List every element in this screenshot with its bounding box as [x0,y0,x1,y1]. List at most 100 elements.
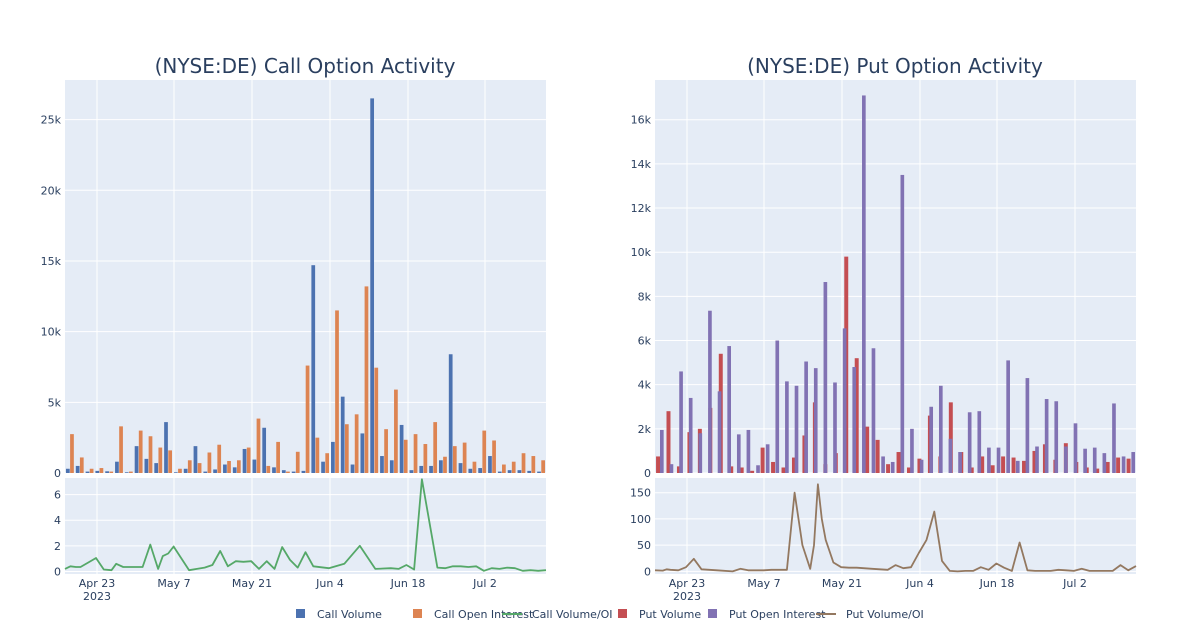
call-volume-bar [468,468,473,473]
put-ratio-plot-area [655,478,1136,574]
call-volume-bar [65,468,70,473]
put-volume-bar [729,466,734,473]
legend-item[interactable]: Put Open Interest [708,608,826,621]
call-open-interest-bar [413,434,418,473]
put-x-tick-label: 2023 [673,590,701,603]
call-volume-bar [380,456,384,473]
put-volume-bar [907,467,911,473]
call-volume-bar [370,98,375,474]
call-volume-bar [134,446,139,473]
legend-item[interactable]: Put Volume [618,608,701,621]
put-open-interest-bar [948,438,953,473]
call-open-interest-bar [286,471,290,473]
call-ratio-y-tick-label: 4 [54,514,61,527]
call-open-interest-bar [207,452,212,473]
call-volume-bar [478,468,482,473]
legend-item[interactable]: Call Volume/OI [502,608,613,621]
call-volume-bar [301,470,306,473]
put-open-interest-bar [862,95,866,474]
call-open-interest-bar [541,460,546,473]
call-volume-bar [272,467,276,473]
put-volume-bar [896,452,901,473]
put-y-tick-label: 16k [631,114,652,127]
put-open-interest-bar [1015,460,1020,473]
call-volume-bar [458,463,463,473]
call-volume-bar [242,448,247,473]
put-open-interest-bar [1054,401,1059,473]
put-volume-bar [865,426,870,473]
put-open-interest-bar [804,361,808,473]
call-x-tick-label: May 7 [157,577,190,590]
call-volume-bar [448,354,453,473]
put-open-interest-bar [1112,403,1116,473]
put-volume-bar [948,402,953,473]
call-open-interest-bar [227,460,231,473]
put-open-interest-bar [890,461,895,473]
put-open-interest-bar [1102,453,1107,473]
call-open-interest-bar [315,437,320,473]
put-x-tick-label: Jul 2 [1062,577,1087,590]
put-volume-bar [1095,468,1100,473]
put-open-interest-bar [679,371,683,473]
put-open-interest-bar [746,429,751,473]
put-volume-bar [1032,450,1037,473]
call-open-interest-bar [236,460,241,473]
call-volume-bar [252,459,257,473]
put-open-interest-bar [996,447,1001,473]
put-volume-oi-line [654,483,1137,573]
call-volume-bar [389,460,394,473]
call-open-interest-bar [119,426,123,473]
call-open-interest-bar [502,464,506,473]
call-open-interest-bar [266,465,271,473]
put-volume-bar [969,467,974,473]
put-open-interest-bar [1006,360,1010,473]
call-volume-bar [154,463,159,473]
put-x-tick-label: May 7 [747,577,780,590]
legend-item[interactable]: Call Open Interest [413,608,534,621]
put-open-interest-bar [736,434,741,473]
put-open-interest-bar [871,348,876,473]
put-x-tick-label: Jun 4 [905,577,934,590]
legend-label: Call Volume/OI [532,608,613,621]
legend-swatch [413,609,422,618]
call-volume-bar [281,470,286,473]
call-open-interest-bar [511,461,516,473]
call-volume-bar [429,465,433,473]
call-volume-bar [350,464,355,473]
call-open-interest-bar [374,367,379,473]
call-volume-bar [193,446,198,473]
legend-item[interactable]: Call Volume [296,608,382,621]
call-volume-bar [105,471,109,473]
legend-swatch [296,609,305,618]
call-volume-bar [360,433,365,473]
put-open-interest-bar [881,456,885,473]
put-open-interest-bar [1035,446,1039,473]
call-open-interest-bar [99,468,104,473]
put-open-interest-bar [823,282,828,473]
put-ratio-y-tick-label: 150 [630,487,651,500]
put-open-interest-bar [794,385,799,473]
put-open-interest-bar [910,428,914,473]
put-open-interest-bar [929,406,934,473]
put-volume-bar [1116,457,1121,473]
put-open-interest-bar [987,447,991,473]
put-open-interest-bar [852,367,857,473]
legend-label: Put Volume/OI [846,608,924,621]
put-volume-bar [771,461,776,473]
put-volume-bar [886,464,891,473]
call-x-tick-label: Jul 2 [472,577,497,590]
call-open-interest-bar [443,456,447,473]
put-chart-title: (NYSE:DE) Put Option Activity [747,54,1043,78]
call-open-interest-bar [521,453,526,473]
call-volume-bar [124,472,129,473]
legend-label: Call Volume [317,608,382,621]
call-ratio-plot-area [65,478,546,574]
call-ratio-y-tick-label: 2 [54,540,61,553]
call-volume-bar [409,470,414,473]
put-open-interest-bar [833,382,837,473]
legend-item[interactable]: Put Volume/OI [816,608,924,621]
put-ratio-y-tick-label: 100 [630,513,651,526]
put-open-interest-bar [756,465,760,473]
call-open-interest-bar [472,461,477,473]
put-main-plot-area [655,80,1136,473]
